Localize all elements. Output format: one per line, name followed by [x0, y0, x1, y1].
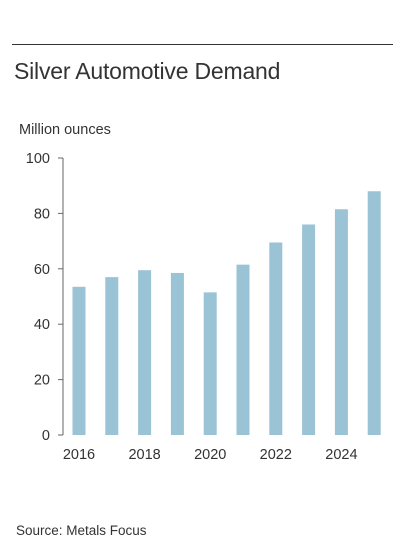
bar-2023	[302, 224, 316, 435]
bar-series	[72, 191, 381, 435]
bar-2024	[334, 209, 348, 435]
bar-2021	[236, 264, 250, 435]
x-tick-label: 2016	[63, 447, 95, 463]
bar-2018	[138, 270, 152, 435]
x-axis-ticks: 2016 2018 2020 2022 2024	[63, 447, 358, 463]
bar-2016	[72, 286, 86, 435]
chart-title: Silver Automotive Demand	[14, 58, 281, 84]
bar-2022	[269, 242, 283, 435]
y-tick-label: 40	[34, 317, 50, 333]
y-tick-label: 100	[26, 151, 50, 167]
y-tick-label: 60	[34, 262, 50, 278]
top-rule	[12, 44, 393, 45]
y-axis-unit-label: Million ounces	[19, 122, 111, 138]
y-tick-label: 80	[34, 206, 50, 222]
bar-2020	[203, 292, 217, 435]
bar-2019	[170, 272, 184, 435]
y-axis-ticks: 0 20 40 60 80 100	[26, 151, 63, 444]
y-tick-label: 20	[34, 373, 50, 389]
source-note: Source: Metals Focus	[16, 523, 147, 538]
x-tick-label: 2022	[260, 447, 292, 463]
x-tick-label: 2018	[128, 447, 160, 463]
x-tick-label: 2024	[325, 447, 357, 463]
x-tick-label: 2020	[194, 447, 226, 463]
bar-2025	[367, 191, 381, 435]
y-tick-label: 0	[42, 428, 50, 444]
bar-2017	[105, 277, 119, 435]
